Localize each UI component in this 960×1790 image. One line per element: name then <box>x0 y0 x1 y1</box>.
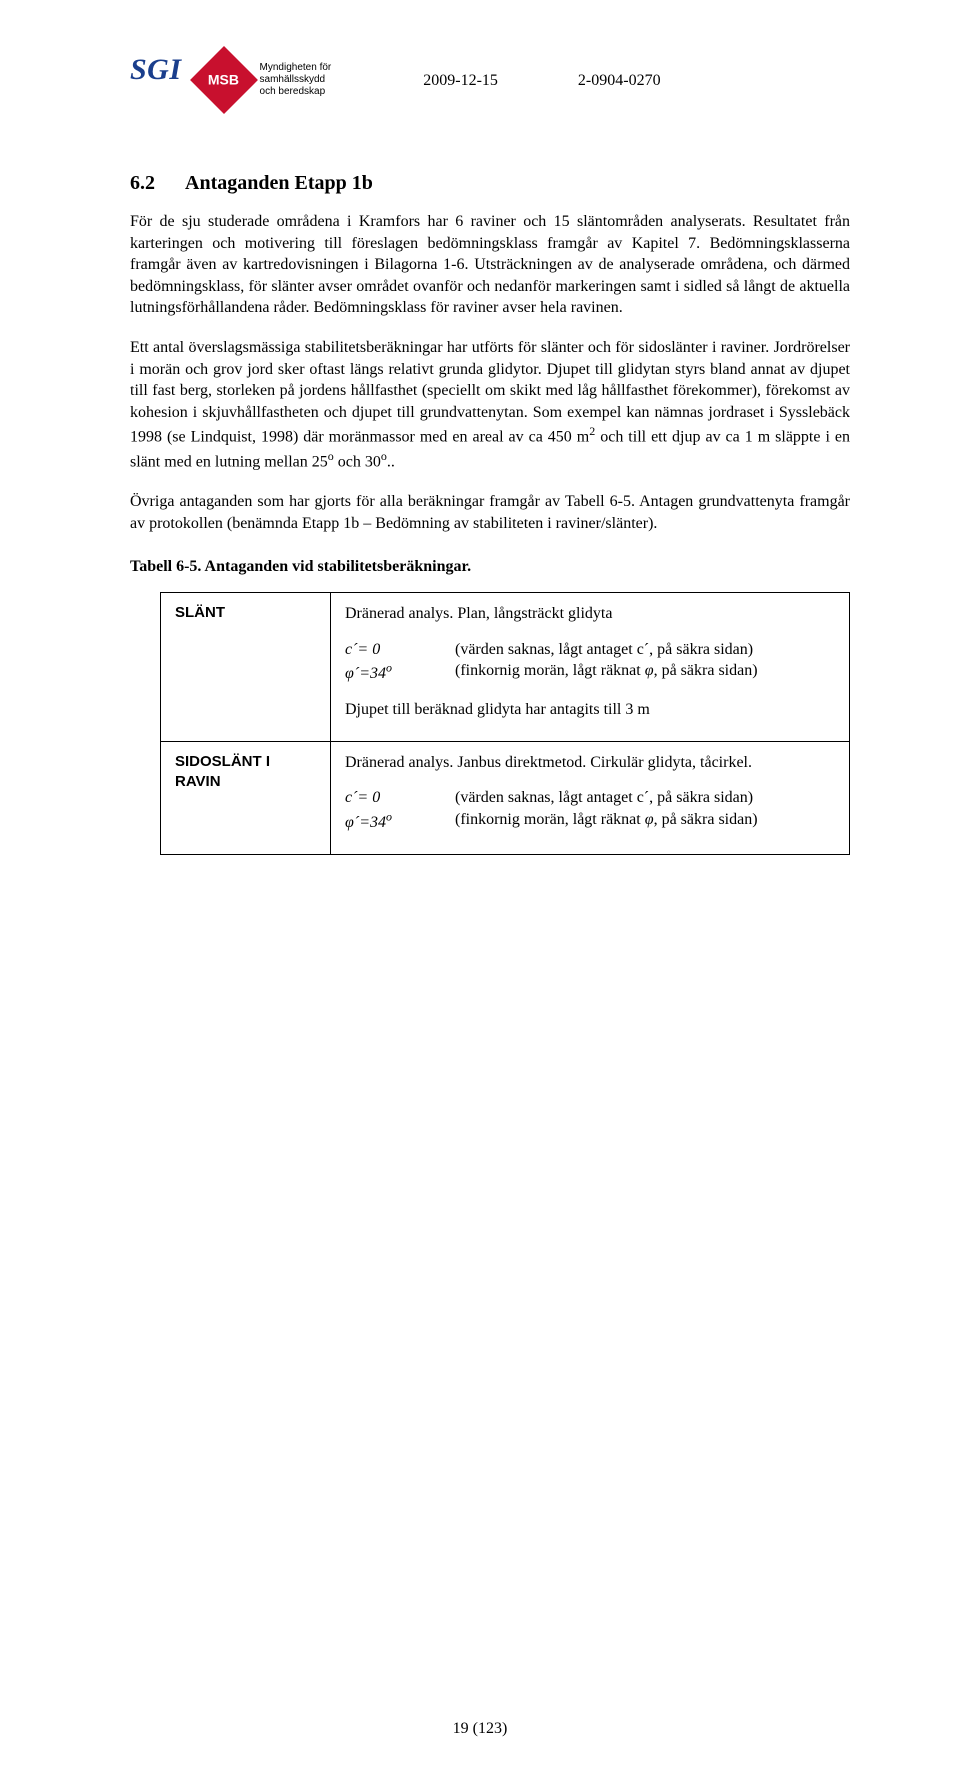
doc-date: 2009-12-15 <box>423 70 498 92</box>
param1-left: c´= 0 <box>345 789 380 806</box>
paragraph-1: För de sju studerade områdena i Kramfors… <box>130 211 850 319</box>
row-label: SLÄNT <box>161 592 331 741</box>
row-extra: Djupet till beräknad glidyta har antagit… <box>345 699 835 721</box>
header-meta: 2009-12-15 2-0904-0270 <box>423 70 660 92</box>
param1-right: (värden saknas, lågt antaget c´, på säkr… <box>455 789 753 806</box>
msb-diamond-icon: MSB <box>190 46 258 114</box>
param2-right: (finkornig morän, lågt räknat φ, på säkr… <box>455 662 758 679</box>
page-number: 19 (123) <box>0 1718 960 1740</box>
msb-agency-name: Myndigheten för samhällsskydd och bereds… <box>260 62 332 98</box>
sgi-logo: SGI <box>130 50 182 91</box>
param-symbol: c´= 0 φ´=34o <box>345 639 455 686</box>
msb-line2: samhällsskydd <box>260 74 332 86</box>
param-symbol: c´= 0 φ´=34o <box>345 787 455 834</box>
param-desc: (värden saknas, lågt antaget c´, på säkr… <box>455 787 835 834</box>
param2-left: φ´=34o <box>345 814 392 831</box>
row-content: Dränerad analys. Janbus direktmetod. Cir… <box>331 741 850 854</box>
table-row: SIDOSLÄNT I RAVIN Dränerad analys. Janbu… <box>161 741 850 854</box>
row-label: SIDOSLÄNT I RAVIN <box>161 741 331 854</box>
section-heading: 6.2 Antaganden Etapp 1b <box>130 170 850 197</box>
msb-line3: och beredskap <box>260 86 332 98</box>
page-header: SGI MSB Myndigheten för samhällsskydd oc… <box>130 50 850 110</box>
paragraph-3: Övriga antaganden som har gjorts för all… <box>130 491 850 534</box>
table-row: SLÄNT Dränerad analys. Plan, långsträckt… <box>161 592 850 741</box>
table-caption: Tabell 6-5. Antaganden vid stabilitetsbe… <box>130 556 850 578</box>
param2-left: φ´=34o <box>345 665 392 682</box>
msb-initials: MSB <box>208 71 239 90</box>
msb-line1: Myndigheten för <box>260 62 332 74</box>
assumption-table: SLÄNT Dränerad analys. Plan, långsträckt… <box>160 592 850 855</box>
param1-right: (värden saknas, lågt antaget c´, på säkr… <box>455 641 753 658</box>
row-content: Dränerad analys. Plan, långsträckt glidy… <box>331 592 850 741</box>
doc-number: 2-0904-0270 <box>578 70 661 92</box>
paragraph-2: Ett antal överslagsmässiga stabilitetsbe… <box>130 337 850 473</box>
section-title: Antaganden Etapp 1b <box>185 172 373 194</box>
row-title: Dränerad analys. Plan, långsträckt glidy… <box>345 603 835 625</box>
row-title: Dränerad analys. Janbus direktmetod. Cir… <box>345 752 835 774</box>
section-number: 6.2 <box>130 172 155 194</box>
param-row: c´= 0 φ´=34o (värden saknas, lågt antage… <box>345 787 835 834</box>
param-row: c´= 0 φ´=34o (värden saknas, lågt antage… <box>345 639 835 686</box>
param1-left: c´= 0 <box>345 641 380 658</box>
param-desc: (värden saknas, lågt antaget c´, på säkr… <box>455 639 835 686</box>
msb-logo: MSB Myndigheten för samhällsskydd och be… <box>194 50 332 110</box>
param2-right: (finkornig morän, lågt räknat φ, på säkr… <box>455 811 758 828</box>
